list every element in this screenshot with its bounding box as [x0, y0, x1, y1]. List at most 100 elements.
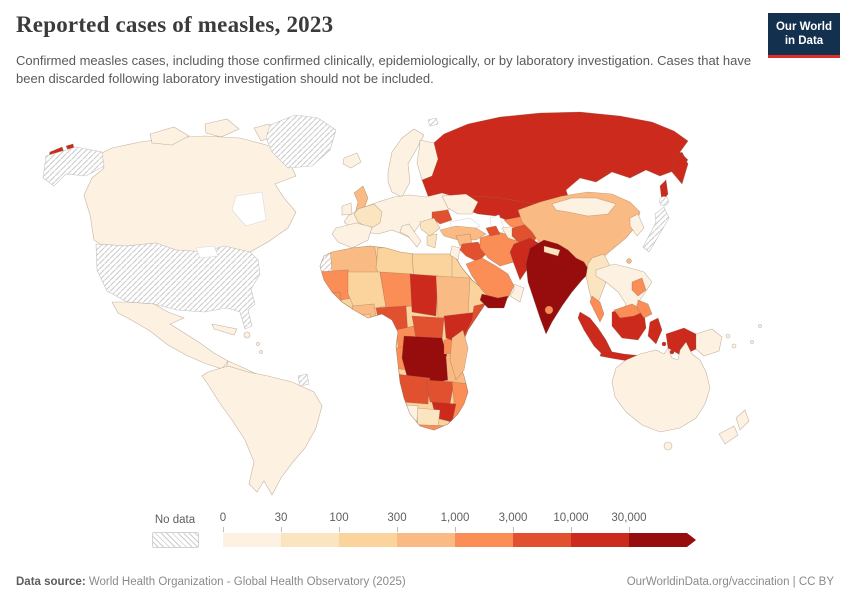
country-papua_new_guinea[interactable] — [731, 343, 737, 349]
country-caribbean[interactable] — [259, 350, 263, 354]
country-alaska_usa[interactable] — [42, 146, 105, 187]
page-subtitle: Confirmed measles cases, including those… — [16, 53, 752, 87]
legend-tick-label: 3,000 — [498, 512, 528, 524]
legend-tick-mark — [455, 527, 456, 532]
country-japan[interactable] — [642, 206, 670, 253]
country-canada[interactable] — [204, 118, 240, 138]
country-zambia[interactable] — [425, 379, 455, 405]
legend-tick-label: 1,000 — [440, 512, 470, 524]
country-india[interactable] — [525, 239, 591, 335]
country-indonesia[interactable] — [661, 341, 667, 347]
country-malaysia[interactable] — [589, 295, 605, 323]
legend-bin-3,000-10,000[interactable] — [513, 533, 571, 547]
country-south_africa[interactable] — [399, 423, 453, 450]
country-russia[interactable] — [659, 179, 669, 203]
legend-bin-100-300[interactable] — [339, 533, 397, 547]
legend-bin-30,000+[interactable] — [629, 533, 696, 547]
country-yemen[interactable] — [479, 293, 509, 309]
country-taiwan[interactable] — [626, 258, 632, 264]
legend-bin-0-30[interactable] — [223, 533, 281, 547]
country-ukraine[interactable] — [441, 193, 479, 215]
data-source-label: Data source: — [16, 576, 86, 588]
country-madagascar[interactable] — [449, 329, 469, 381]
country-chad[interactable] — [409, 273, 439, 317]
legend-tick-mark — [339, 527, 340, 532]
country-italy[interactable] — [399, 223, 422, 248]
legend-tick-mark — [281, 527, 282, 532]
no-data-swatch[interactable] — [152, 532, 199, 548]
country-svalbard[interactable] — [427, 117, 439, 127]
owid-logo[interactable]: Our World in Data — [768, 13, 840, 58]
data-source-text: World Health Organization - Global Healt… — [85, 576, 406, 588]
world-map-svg[interactable] — [0, 105, 850, 505]
country-norway_sweden[interactable] — [387, 128, 425, 198]
legend-bin-300-1,000[interactable] — [397, 533, 455, 547]
africa-outline — [319, 245, 493, 431]
country-caribbean[interactable] — [256, 342, 260, 346]
country-guinea[interactable] — [316, 303, 349, 327]
country-canada[interactable] — [83, 135, 297, 253]
country-greenland[interactable] — [265, 114, 337, 169]
country-iceland[interactable] — [342, 152, 362, 169]
country-ghana_cote_divoire[interactable] — [343, 313, 373, 337]
country-greece[interactable] — [426, 233, 438, 249]
country-finland[interactable] — [416, 139, 439, 181]
country-philippines[interactable] — [636, 299, 653, 319]
country-pacific_islands[interactable] — [758, 324, 762, 328]
country-new_zealand[interactable] — [735, 409, 750, 431]
country-ireland[interactable] — [341, 202, 353, 216]
country-cuba[interactable] — [211, 323, 238, 336]
country-namibia[interactable] — [391, 403, 419, 432]
country-mauritania[interactable] — [316, 269, 353, 303]
country-papua_new_guinea[interactable] — [695, 328, 723, 357]
country-azerbaijan[interactable] — [485, 225, 501, 237]
country-burkina_faso[interactable] — [351, 303, 377, 321]
owid-logo-line2: in Data — [784, 35, 824, 48]
data-source-note: Data source: World Health Organization -… — [16, 576, 406, 588]
country-turkey[interactable] — [439, 225, 487, 241]
country-pacific_islands[interactable] — [750, 340, 754, 344]
page-title: Reported cases of measles, 2023 — [16, 12, 334, 37]
legend-tick-label: 10,000 — [553, 512, 589, 524]
country-senegal[interactable] — [314, 291, 343, 309]
legend-tick-label: 30 — [274, 512, 288, 524]
country-papua_new_guinea[interactable] — [725, 333, 731, 339]
country-indonesia[interactable] — [577, 311, 613, 357]
country-australia[interactable] — [611, 341, 711, 433]
country-korea[interactable] — [629, 213, 645, 237]
country-france[interactable] — [353, 203, 383, 230]
country-balkans[interactable] — [419, 217, 441, 237]
country-mexico[interactable] — [111, 301, 229, 370]
legend-bin-1,000-3,000[interactable] — [455, 533, 513, 547]
country-romania[interactable] — [431, 209, 453, 225]
country-philippines[interactable] — [631, 277, 647, 297]
country-niger[interactable] — [379, 271, 415, 309]
country-russia[interactable] — [671, 151, 689, 185]
country-jordan_israel[interactable] — [449, 245, 461, 261]
legend-bin-30-100[interactable] — [281, 533, 339, 547]
legend-tick-mark — [397, 527, 398, 532]
country-hispaniola[interactable] — [243, 331, 251, 339]
credit-link[interactable]: OurWorldinData.org/vaccination | CC BY — [626, 576, 834, 588]
country-saudi_arabia[interactable] — [465, 257, 515, 303]
country-south_america[interactable] — [201, 365, 323, 496]
no-data-label: No data — [154, 514, 196, 526]
country-french_guiana[interactable] — [297, 373, 310, 387]
country-iberia[interactable] — [331, 222, 373, 249]
country-oman[interactable] — [509, 283, 525, 303]
map-legend: No data 0 30 100 300 1,000 3,000 10,000 30,000 — [0, 508, 850, 554]
country-japan[interactable] — [659, 196, 669, 206]
country-nepal[interactable] — [543, 245, 561, 257]
legend-tick-label: 100 — [329, 512, 349, 524]
country-mongolia[interactable] — [551, 197, 617, 217]
country-canada[interactable] — [149, 126, 190, 146]
country-sri_lanka[interactable] — [544, 305, 554, 315]
country-new_zealand[interactable] — [718, 425, 739, 445]
legend-tick-mark — [571, 527, 572, 532]
legend-bin-10,000-30,000[interactable] — [571, 533, 629, 547]
world-choropleth-map[interactable] — [0, 105, 850, 505]
water-body — [231, 191, 267, 227]
country-sudan[interactable] — [435, 275, 471, 319]
country-indonesia[interactable] — [647, 317, 663, 345]
country-australia[interactable] — [663, 441, 673, 451]
